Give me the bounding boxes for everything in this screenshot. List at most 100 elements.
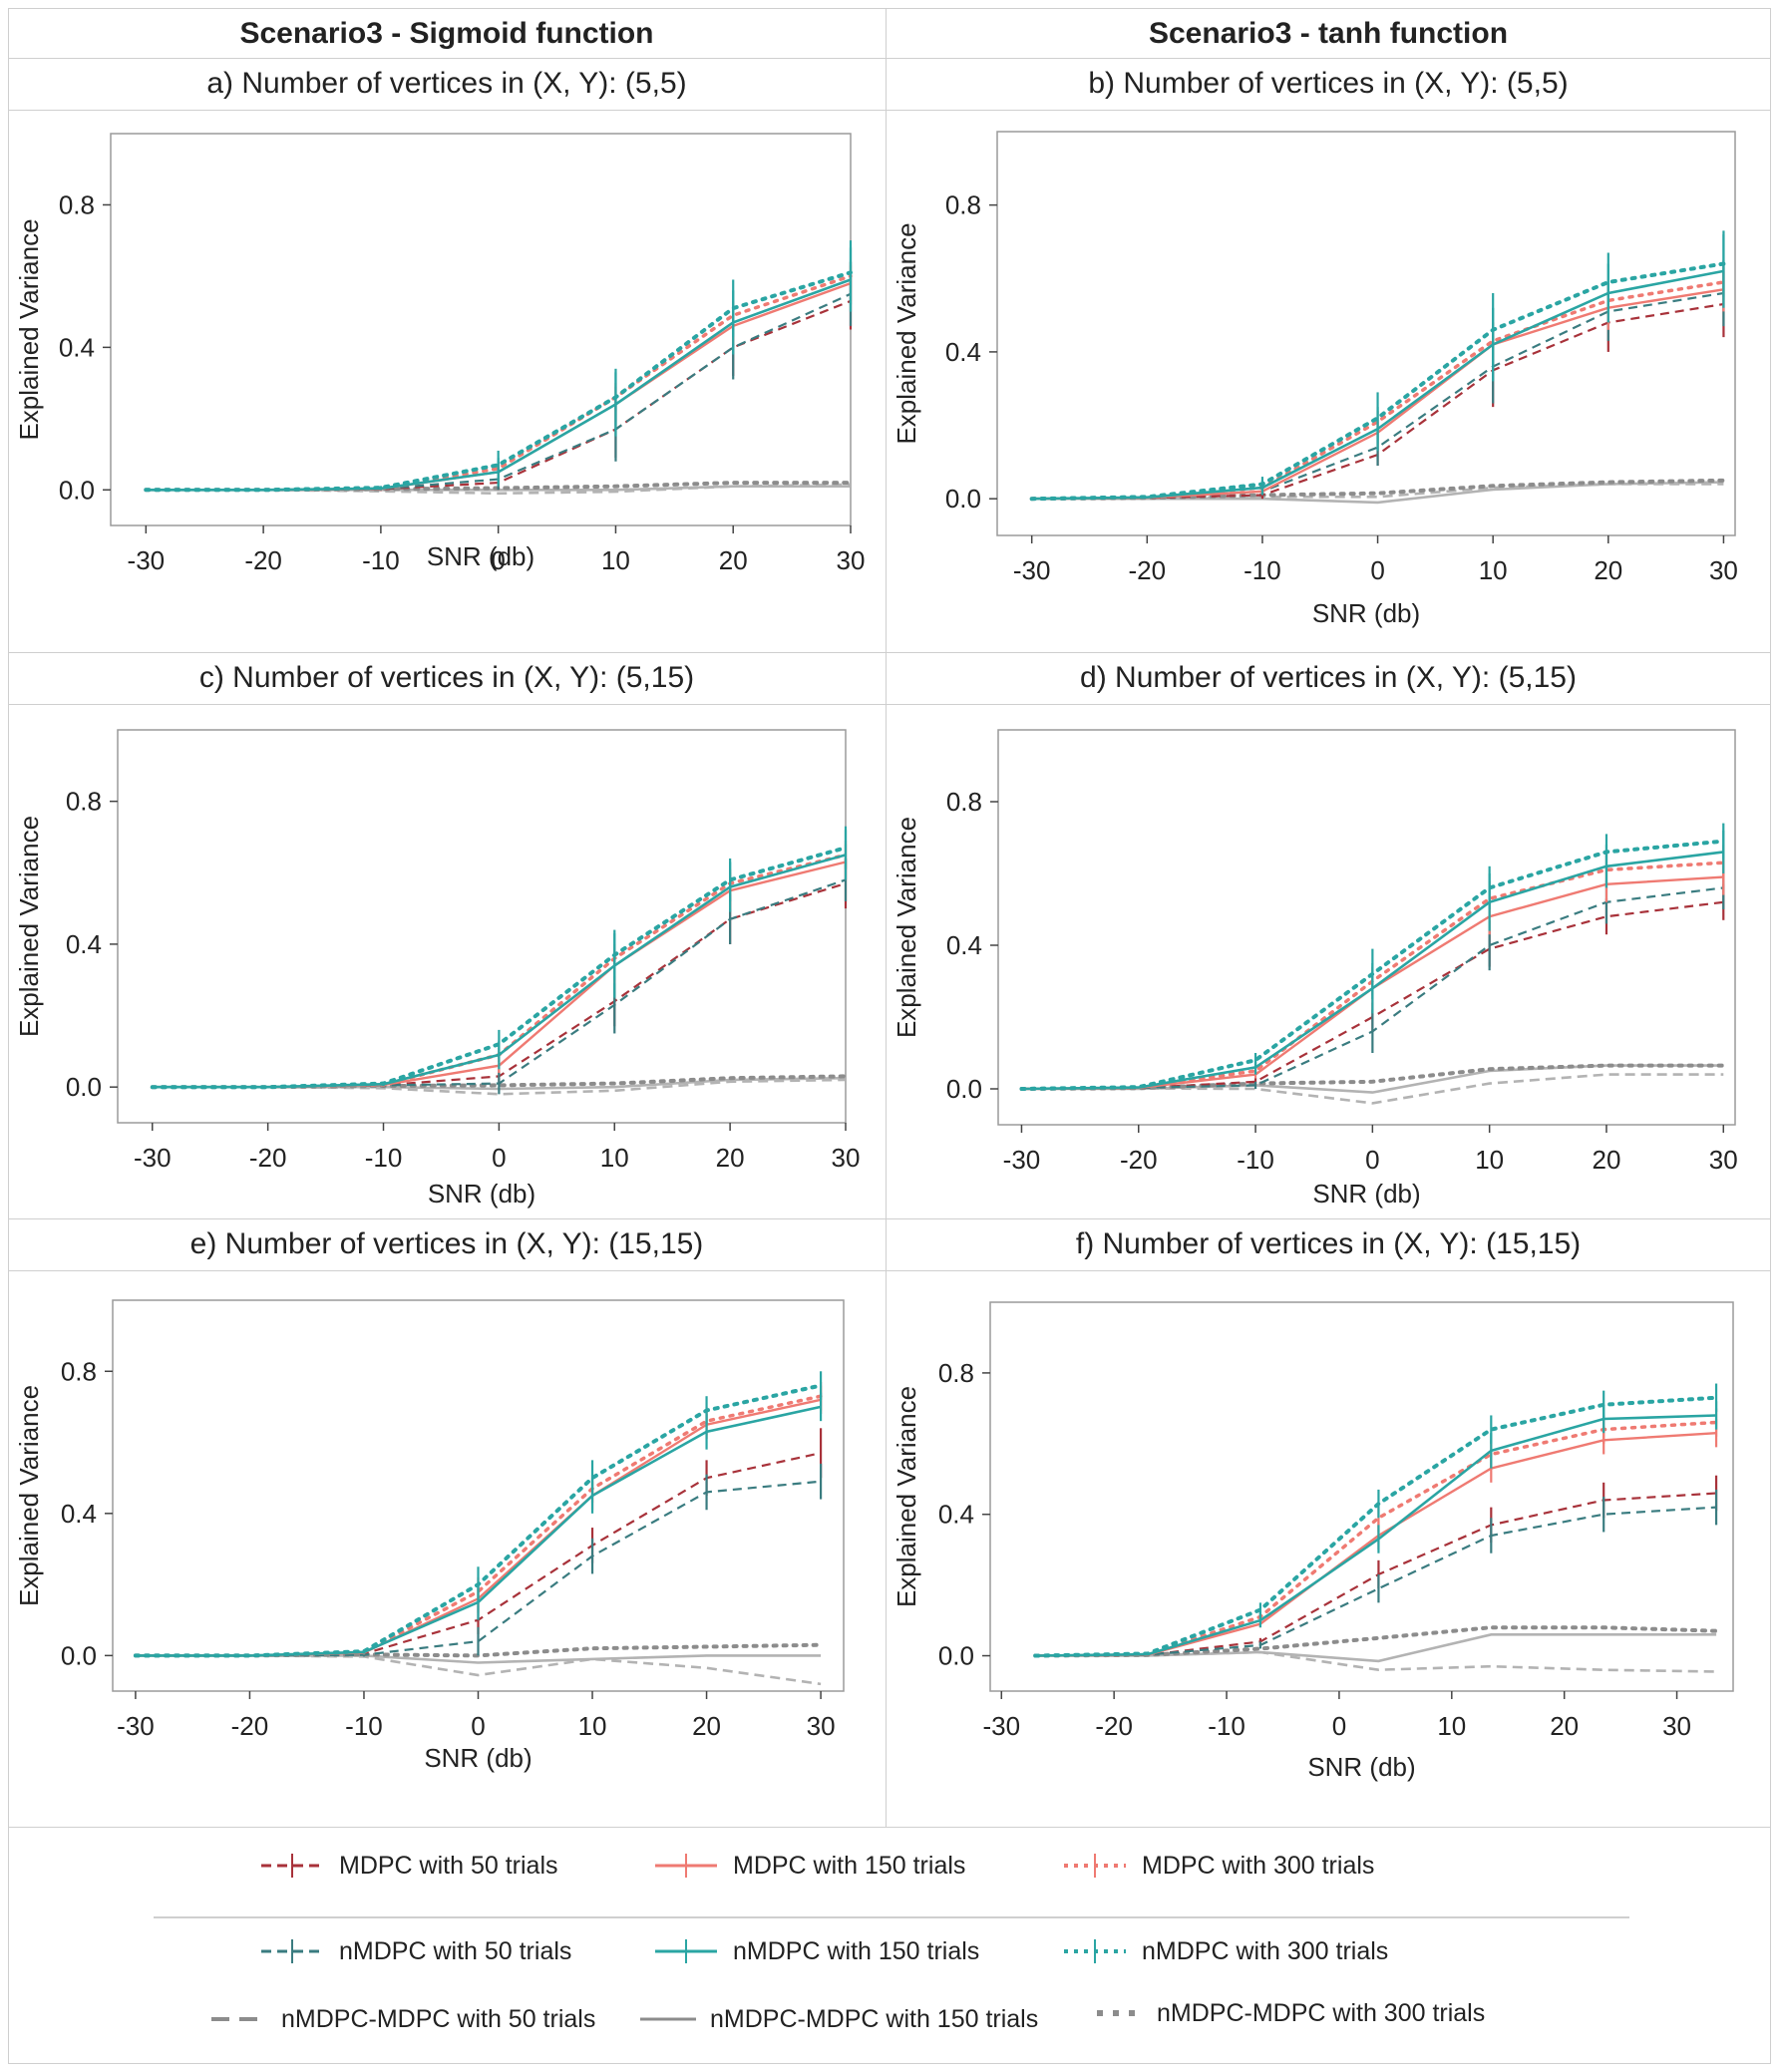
x-tick-label: -10: [1237, 1145, 1274, 1175]
y-tick-label: 0.4: [61, 1499, 97, 1529]
x-tick-label: -20: [249, 1143, 287, 1173]
y-tick-label: 0.0: [66, 1072, 102, 1102]
legend-item-mdpc50: MDPC with 50 trials: [257, 1851, 558, 1881]
legend-swatch-nmdpc50: [261, 1939, 323, 1963]
legend-item-diff150: nMDPC-MDPC with 150 trials: [638, 2004, 1038, 2034]
grid-line: [8, 704, 1771, 705]
chart-panel-d: 0.0 0.4 0.8 -30 -20 -10 0 10 20 30 SNR (db) Explain…: [891, 729, 1738, 1209]
plot-area: [996, 131, 1736, 536]
series-line-mdpc150: [1035, 1432, 1717, 1657]
legend-item-nmdpc50: nMDPC with 50 trials: [257, 1936, 571, 1966]
legend-item-mdpc150: MDPC with 150 trials: [651, 1851, 965, 1881]
x-tick-label: -30: [117, 1711, 155, 1741]
x-tick-label: 0: [1370, 555, 1384, 585]
series-line-diff300: [1019, 1063, 1726, 1091]
chart-panel-e: 0.0 0.4 0.8 -30 -20 -10 0 10 20 30 SNR (db) Explain…: [14, 1299, 845, 1773]
legend-item-nmdpc300: nMDPC with 300 trials: [1060, 1936, 1388, 1966]
x-tick-label: 30: [1709, 1145, 1738, 1175]
legend-item-diff300: nMDPC-MDPC with 300 trials: [1095, 1998, 1485, 2028]
legend-label-diff50: nMDPC-MDPC with 50 trials: [281, 2004, 596, 2033]
x-tick-label: 20: [1594, 555, 1622, 585]
y-axis-label: Explained Variance: [891, 1386, 921, 1607]
legend-item-mdpc300: MDPC with 300 trials: [1060, 1851, 1374, 1881]
legend-swatch-nmdpc150: [655, 1939, 717, 1963]
x-tick-label: 30: [1662, 1711, 1691, 1741]
series-line-nmdpc150: [1035, 1414, 1717, 1657]
x-tick-label: 30: [837, 545, 866, 575]
legend-label-nmdpc150: nMDPC with 150 trials: [733, 1936, 980, 1965]
x-tick-label: 10: [578, 1711, 607, 1741]
series-line-diff300: [150, 1074, 848, 1090]
x-tick-label: 10: [1479, 555, 1508, 585]
grid-line: [8, 1270, 1771, 1271]
y-axis-label: Explained Variance: [891, 817, 921, 1038]
x-tick-label: -30: [1003, 1145, 1041, 1175]
y-tick-label: 0.0: [59, 475, 95, 505]
y-tick-label: 0.8: [938, 1358, 974, 1388]
grid-line: [8, 58, 1771, 59]
x-tick-label: -30: [1013, 555, 1051, 585]
series-line-mdpc50: [1035, 1492, 1717, 1657]
legend: MDPC with 50 trials MDPC with 150 trials…: [8, 1827, 1771, 2064]
panel-title-c: c) Number of vertices in (X, Y): (5,15): [198, 661, 695, 694]
x-tick-label: 20: [1550, 1711, 1579, 1741]
series-line-mdpc300: [1029, 280, 1726, 501]
series-line-diff50: [135, 1654, 822, 1686]
legend-label-nmdpc50: nMDPC with 50 trials: [339, 1936, 572, 1965]
y-tick-label: 0.4: [945, 337, 981, 367]
x-axis-label: SNR (db): [424, 1743, 532, 1773]
x-tick-label: 30: [832, 1143, 861, 1173]
legend-label-diff150: nMDPC-MDPC with 150 trials: [710, 2004, 1039, 2033]
chart-panel-b: 0.0 0.4 0.8 -30 -20 -10 0 10 20 30 SNR (db) Explain…: [891, 131, 1738, 628]
y-tick-label: 0.8: [61, 1356, 97, 1386]
y-tick-label: 0.4: [938, 1500, 974, 1530]
x-tick-label: 20: [692, 1711, 721, 1741]
legend-swatch-diff50: [211, 2017, 267, 2021]
x-tick-label: -20: [231, 1711, 269, 1741]
x-axis-label: SNR (db): [1312, 1179, 1420, 1209]
x-tick-label: -30: [128, 545, 166, 575]
x-tick-label: -20: [1129, 555, 1167, 585]
x-tick-label: -30: [134, 1143, 172, 1173]
x-tick-label: -10: [1208, 1711, 1245, 1741]
y-tick-label: 0.8: [59, 189, 95, 219]
y-tick-label: 0.0: [938, 1641, 974, 1671]
x-tick-label: 30: [1709, 555, 1738, 585]
y-tick-label: 0.8: [66, 787, 102, 817]
legend-swatch-mdpc300: [1064, 1854, 1126, 1878]
x-tick-label: 0: [1332, 1711, 1346, 1741]
panel-title-a: a) Number of vertices in (X, Y): (5,5): [206, 67, 687, 100]
figure-frame: [8, 8, 1771, 2064]
chart-panel-c: 0.0 0.4 0.8 -30 -20 -10 0 10 20 30 SNR (db) Explain…: [14, 729, 861, 1209]
legend-label-diff300: nMDPC-MDPC with 300 trials: [1157, 1998, 1486, 2027]
x-axis-label: SNR (db): [427, 541, 534, 571]
x-tick-label: -10: [345, 1711, 383, 1741]
y-axis-label: Explained Variance: [14, 218, 44, 440]
y-tick-label: 0.0: [945, 484, 981, 514]
x-tick-label: 10: [601, 545, 630, 575]
y-tick-label: 0.4: [946, 930, 982, 960]
y-tick-label: 0.8: [945, 190, 981, 220]
y-tick-label: 0.8: [946, 787, 982, 817]
x-tick-label: 0: [1365, 1145, 1379, 1175]
x-tick-label: 10: [1475, 1145, 1504, 1175]
chart-panel-a: 0.0 0.4 0.8 -30 -20 -10 0 10 20 30 SNR (db) Explain…: [14, 133, 866, 575]
x-tick-label: -10: [1244, 555, 1281, 585]
x-tick-label: 0: [491, 545, 505, 575]
legend-swatch-mdpc50: [261, 1854, 323, 1878]
grid-line: [8, 110, 1771, 111]
legend-swatch-diff300: [1097, 2010, 1141, 2016]
series-line-diff300: [1029, 478, 1726, 502]
legend-item-diff50: nMDPC-MDPC with 50 trials: [209, 2004, 595, 2034]
series-line-nmdpc300: [1033, 1395, 1719, 1658]
plot-area: [117, 729, 847, 1124]
x-tick-label: 0: [492, 1143, 506, 1173]
legend-swatch-diff150: [640, 2017, 696, 2021]
y-axis-label: Explained Variance: [14, 816, 44, 1037]
panel-title-b: b) Number of vertices in (X, Y): (5,5): [1088, 67, 1569, 100]
x-tick-label: 20: [1593, 1145, 1621, 1175]
x-tick-label: -20: [1120, 1145, 1158, 1175]
x-axis-label: SNR (db): [1307, 1752, 1415, 1782]
y-axis-label: Explained Variance: [14, 1385, 44, 1606]
legend-swatch-mdpc150: [655, 1854, 717, 1878]
